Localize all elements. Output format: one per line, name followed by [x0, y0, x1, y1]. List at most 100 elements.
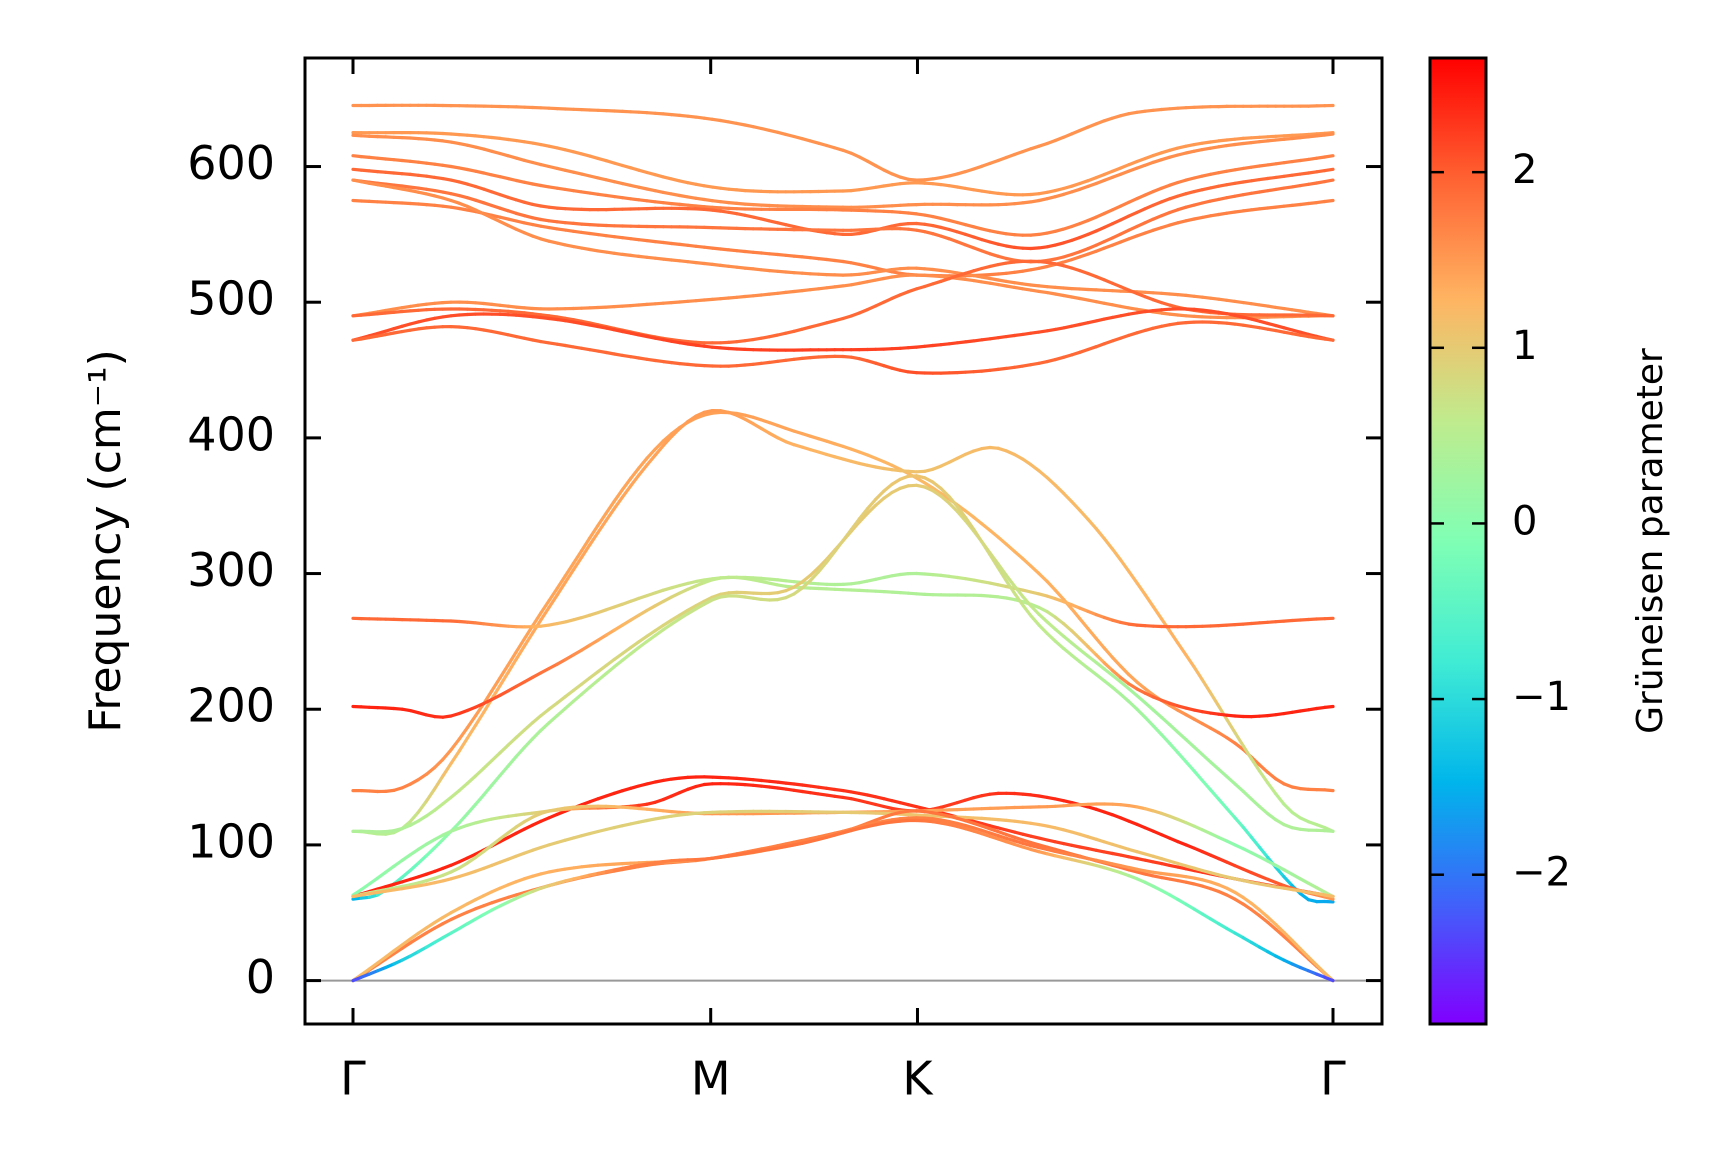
band-segment	[1037, 612, 1049, 624]
band-segment	[1127, 672, 1139, 684]
colorbar-gradient	[1428, 56, 1488, 1026]
band-segment	[882, 490, 894, 500]
band-segment	[1192, 745, 1204, 757]
band-10	[351, 259, 1335, 345]
band-segment	[1086, 517, 1098, 531]
band-segment	[1151, 708, 1164, 719]
band-segment	[865, 503, 878, 516]
band-segment	[1233, 782, 1245, 793]
y-tick-label: 0	[246, 950, 275, 1004]
band-segment	[539, 721, 551, 733]
band-segment	[1274, 777, 1286, 786]
band-segment	[1037, 571, 1049, 584]
band-segment	[498, 670, 510, 688]
band-segment	[669, 613, 682, 622]
band-segment	[1127, 682, 1139, 691]
band-segment	[457, 781, 469, 793]
band-segment	[1217, 767, 1229, 779]
colorbar: −2 −1 0 1 2 Grüneisen parameter	[1428, 56, 1671, 1026]
band-segment	[1143, 593, 1155, 609]
y-tick-label: 400	[187, 407, 275, 461]
band-segment	[490, 676, 502, 693]
band-segment	[539, 605, 551, 622]
band-segment	[498, 764, 510, 778]
band-segment	[1004, 542, 1017, 554]
band-segment	[1249, 907, 1262, 918]
band-segment	[522, 720, 535, 732]
band-segment	[645, 453, 657, 467]
band-segment	[1290, 942, 1302, 954]
band-segment	[547, 593, 559, 610]
band-segment	[465, 723, 478, 740]
band-segment	[1102, 661, 1115, 673]
band-segment	[1151, 605, 1164, 621]
band-segment	[816, 557, 829, 570]
band-segment	[1119, 675, 1131, 686]
y-tick-label: 500	[187, 272, 275, 326]
band-segment	[1298, 947, 1311, 959]
band-segment	[1241, 902, 1253, 912]
band-segment	[947, 501, 959, 513]
band-segment	[1135, 707, 1147, 720]
band-segment	[416, 926, 429, 935]
band-12	[351, 320, 1335, 375]
band-segment	[571, 548, 584, 565]
band-segment	[1045, 476, 1057, 487]
band-segment	[563, 568, 576, 585]
band-segment	[931, 480, 943, 491]
band-segment	[800, 578, 812, 590]
band-segment	[1184, 653, 1196, 669]
band-segment	[1249, 835, 1262, 849]
band-segment	[1257, 763, 1270, 774]
band-segment	[1061, 491, 1074, 504]
band-4	[351, 154, 1335, 237]
band-segment	[1257, 914, 1270, 924]
band-segment	[996, 562, 1008, 577]
band-segment	[384, 864, 396, 874]
band-segment	[653, 628, 665, 638]
band-segment	[555, 706, 567, 718]
band-segment	[408, 810, 420, 824]
band-segment	[1290, 810, 1302, 820]
band-segment	[457, 726, 469, 741]
band-segment	[1257, 845, 1270, 860]
band-segment	[1200, 778, 1213, 792]
band-segment	[1119, 664, 1131, 677]
band-segment	[506, 825, 518, 835]
band-segment	[1225, 806, 1237, 820]
band-segment	[833, 538, 845, 554]
band-segment	[1168, 723, 1180, 734]
band-segment	[1200, 752, 1213, 764]
band-segment	[1143, 687, 1155, 697]
band-segment	[604, 507, 616, 523]
band-segment	[424, 920, 437, 930]
band-segment	[1208, 760, 1221, 771]
band-segment	[1282, 934, 1294, 946]
band-segment	[955, 504, 968, 520]
band-segment	[1159, 715, 1172, 727]
band-segment	[1012, 591, 1025, 607]
band-segment	[1037, 469, 1049, 480]
band-segment	[1070, 500, 1082, 512]
band-segment	[482, 783, 494, 797]
band-segment	[1249, 797, 1262, 809]
band-segment	[808, 566, 821, 578]
band-segment	[1274, 792, 1286, 806]
band-segment	[1078, 647, 1090, 658]
band-segment	[514, 745, 527, 759]
band-segment	[563, 561, 576, 578]
y-tick-label: 100	[187, 814, 275, 868]
band-segment	[416, 814, 429, 823]
band-segment	[1323, 895, 1335, 901]
band-segment	[1266, 920, 1278, 931]
band-14	[351, 409, 1335, 836]
band-segment	[1127, 569, 1139, 585]
band-segment	[1184, 760, 1196, 773]
band-segment	[1274, 865, 1286, 879]
band-segment	[1135, 581, 1147, 597]
band-segment	[1323, 788, 1335, 793]
band-segment	[1323, 154, 1335, 159]
y-tick-label: 300	[187, 543, 275, 597]
colorbar-tick-label: −1	[1512, 674, 1571, 720]
